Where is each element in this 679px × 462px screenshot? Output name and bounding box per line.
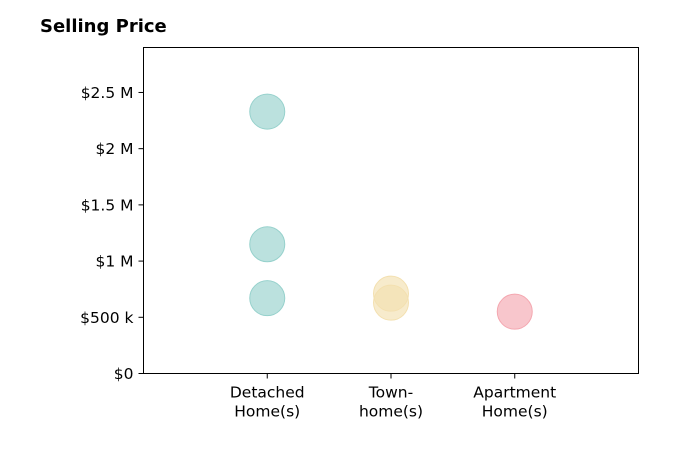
data-points (249, 93, 533, 330)
y-tick-label: $2.5 M (81, 84, 134, 102)
x-tick-label-line: Apartment (473, 384, 556, 402)
y-tick-label: $0 (114, 365, 134, 383)
x-tick-label-line: home(s) (359, 403, 423, 421)
x-tick-label: Detached Home(s) (230, 384, 305, 421)
y-tick-label: $2 M (95, 140, 133, 158)
y-tick-label: $1.5 M (81, 196, 134, 214)
data-point (496, 293, 533, 330)
x-tick-label-line: Detached (230, 384, 305, 402)
y-tick-label: $1 M (95, 253, 133, 271)
x-tick-label-line: Home(s) (482, 403, 548, 421)
x-tick-label-line: Town- (368, 384, 413, 402)
data-point (249, 226, 286, 263)
x-tick-label: Apartment Home(s) (473, 384, 556, 421)
x-axis: Detached Home(s)Town-home(s)Apartment Home… (230, 373, 556, 421)
data-point (373, 284, 409, 321)
x-tick-label-line: Home(s) (234, 403, 300, 421)
plot-frame (143, 47, 639, 374)
chart-title: Selling Price (40, 16, 167, 37)
x-tick-label: Town-home(s) (359, 384, 423, 421)
y-axis: $0 $500 k $1 M $1.5 M $2 M $2.5 M (80, 84, 144, 383)
y-tick-label: $500 k (80, 309, 133, 327)
data-point (249, 93, 286, 130)
data-point (249, 280, 286, 317)
